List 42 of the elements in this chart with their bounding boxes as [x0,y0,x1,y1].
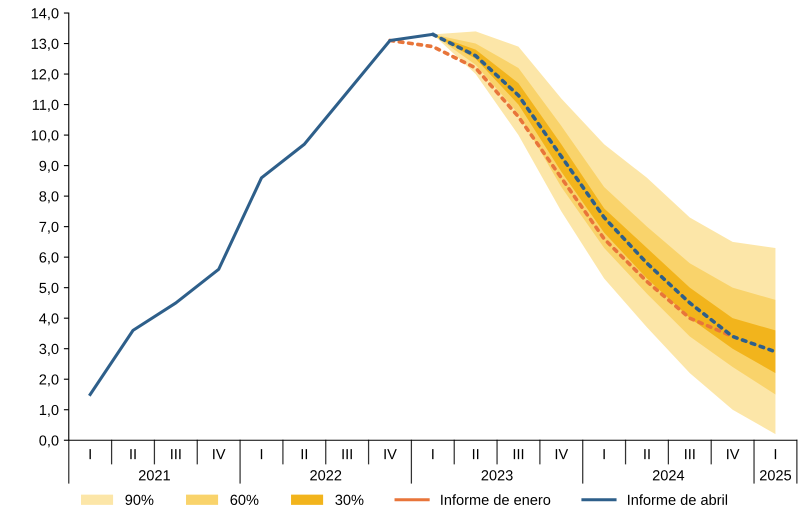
y-tick-label: 12,0 [32,69,58,82]
legend-label: 90% [125,494,154,505]
x-tick-label: III [514,449,524,460]
x-tick-label: III [171,449,181,460]
text: 2022 [310,470,342,480]
legend-label: Informe de enero [441,494,550,505]
y-tick-label: 2,0 [40,374,58,386]
x-tick-label: II [130,449,136,460]
x-tick-label: III [342,449,352,460]
y-tick-label: 0,0 [39,435,58,448]
y-tick-label: 5,0 [39,282,58,295]
y-tick-label: 3,0 [39,344,58,356]
y-tick-label: 8,0 [39,191,58,204]
x-tick-label: IV [384,449,397,460]
text: 2021 [138,470,170,480]
y-tick-label: 6,0 [40,252,58,264]
y-tick-label: 1,0 [40,404,58,417]
x-tick-label: I [432,449,434,460]
legend-label: 30% [335,494,364,505]
x-tick-label: III [685,449,695,460]
text: 2023 [482,470,513,480]
text: 2025 [760,470,792,480]
legend-label: Informe de abril [628,494,728,505]
x-tick-label: I [90,449,91,460]
x-tick-label: I [260,449,262,460]
y-tick-label: 4,0 [39,313,58,326]
x-tick-label: I [603,449,605,460]
x-tick-label: I [774,449,776,460]
y-tick-label: 14,0 [32,8,58,20]
legend-label: 60% [230,494,258,505]
y-tick-label: 11,0 [32,100,58,112]
x-tick-label: IV [727,449,740,460]
x-tick-label: II [302,449,308,460]
text: 2024 [652,470,684,480]
x-tick-label: IV [556,449,568,460]
y-tick-label: 10,0 [32,130,58,142]
x-tick-label: II [472,449,478,460]
y-tick-label: 7,0 [40,222,58,234]
x-tick-label: II [644,449,650,460]
y-tick-label: 13,0 [32,38,58,51]
y-tick-label: 9,0 [39,160,58,173]
x-tick-label: IV [213,449,226,460]
